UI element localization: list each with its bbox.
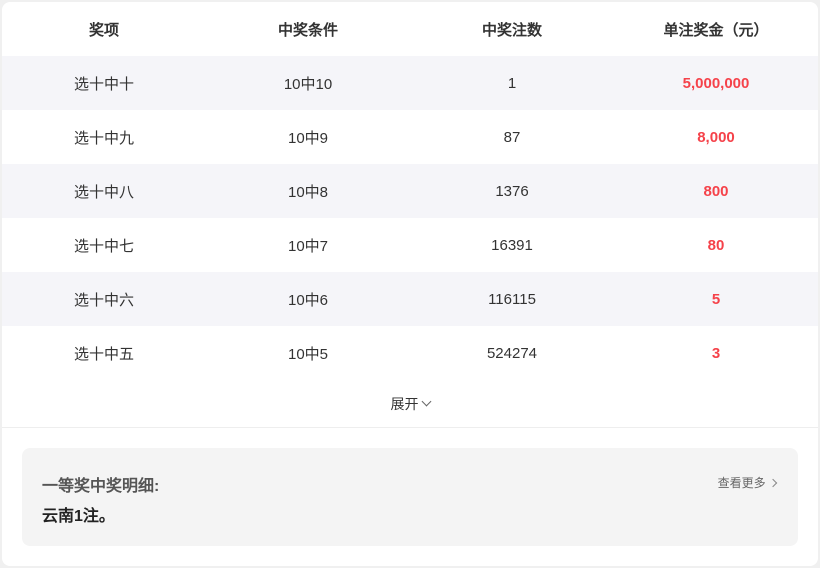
expand-label: 展开 [390, 395, 419, 412]
cell-condition: 10中5 [287, 345, 329, 363]
view-more-link[interactable]: 查看更多 [717, 474, 778, 491]
cell-prize-level: 选十中八 [73, 183, 134, 201]
chevron-down-icon [421, 396, 431, 406]
cell-count: 1 [507, 74, 517, 92]
cell-count: 116115 [488, 290, 536, 308]
cell-condition: 10中6 [287, 291, 329, 309]
cell-count: 1376 [495, 182, 529, 200]
header-prize-level: 奖项 [88, 21, 119, 39]
cell-condition: 10中7 [287, 237, 329, 255]
cell-count: 524274 [486, 344, 538, 362]
cell-count: 87 [503, 128, 521, 146]
header-prize-amount: 单注奖金（元） [663, 21, 769, 39]
cell-prize-level: 选十中六 [73, 291, 134, 309]
cell-condition: 10中9 [287, 129, 329, 147]
cell-prize-amount: 800 [703, 182, 729, 200]
table-row: 选十中九 10中9 87 8,000 [2, 110, 818, 164]
view-more-label: 查看更多 [717, 476, 766, 490]
cell-condition: 10中8 [287, 183, 329, 201]
expand-button[interactable]: 展开 [2, 380, 818, 428]
table-row: 选十中六 10中6 116115 5 [2, 272, 818, 326]
cell-prize-level: 选十中七 [73, 237, 134, 255]
cell-prize-level: 选十中九 [73, 129, 134, 147]
detail-title: 一等奖中奖明细: [42, 478, 160, 495]
cell-prize-amount: 8,000 [697, 128, 735, 146]
cell-condition: 10中10 [283, 75, 333, 93]
cell-prize-amount: 80 [707, 236, 725, 254]
header-count: 中奖注数 [481, 21, 542, 39]
table-row: 选十中十 10中10 1 5,000,000 [2, 56, 818, 110]
detail-body: 云南1注。 [42, 508, 115, 525]
table-row: 选十中五 10中5 524274 3 [2, 326, 818, 380]
cell-prize-amount: 5,000,000 [682, 74, 750, 92]
cell-prize-level: 选十中五 [73, 345, 134, 363]
cell-prize-amount: 3 [711, 344, 721, 362]
header-condition: 中奖条件 [277, 21, 338, 39]
table-row: 选十中七 10中7 16391 80 [2, 218, 818, 272]
first-prize-detail: 一等奖中奖明细: 云南1注。 查看更多 [22, 448, 798, 546]
table-header: 奖项 中奖条件 中奖注数 单注奖金（元） [2, 2, 818, 56]
cell-prize-amount: 5 [711, 290, 721, 308]
chevron-right-icon [768, 478, 778, 488]
cell-prize-level: 选十中十 [73, 75, 134, 93]
table-row: 选十中八 10中8 1376 800 [2, 164, 818, 218]
cell-count: 16391 [491, 236, 533, 254]
